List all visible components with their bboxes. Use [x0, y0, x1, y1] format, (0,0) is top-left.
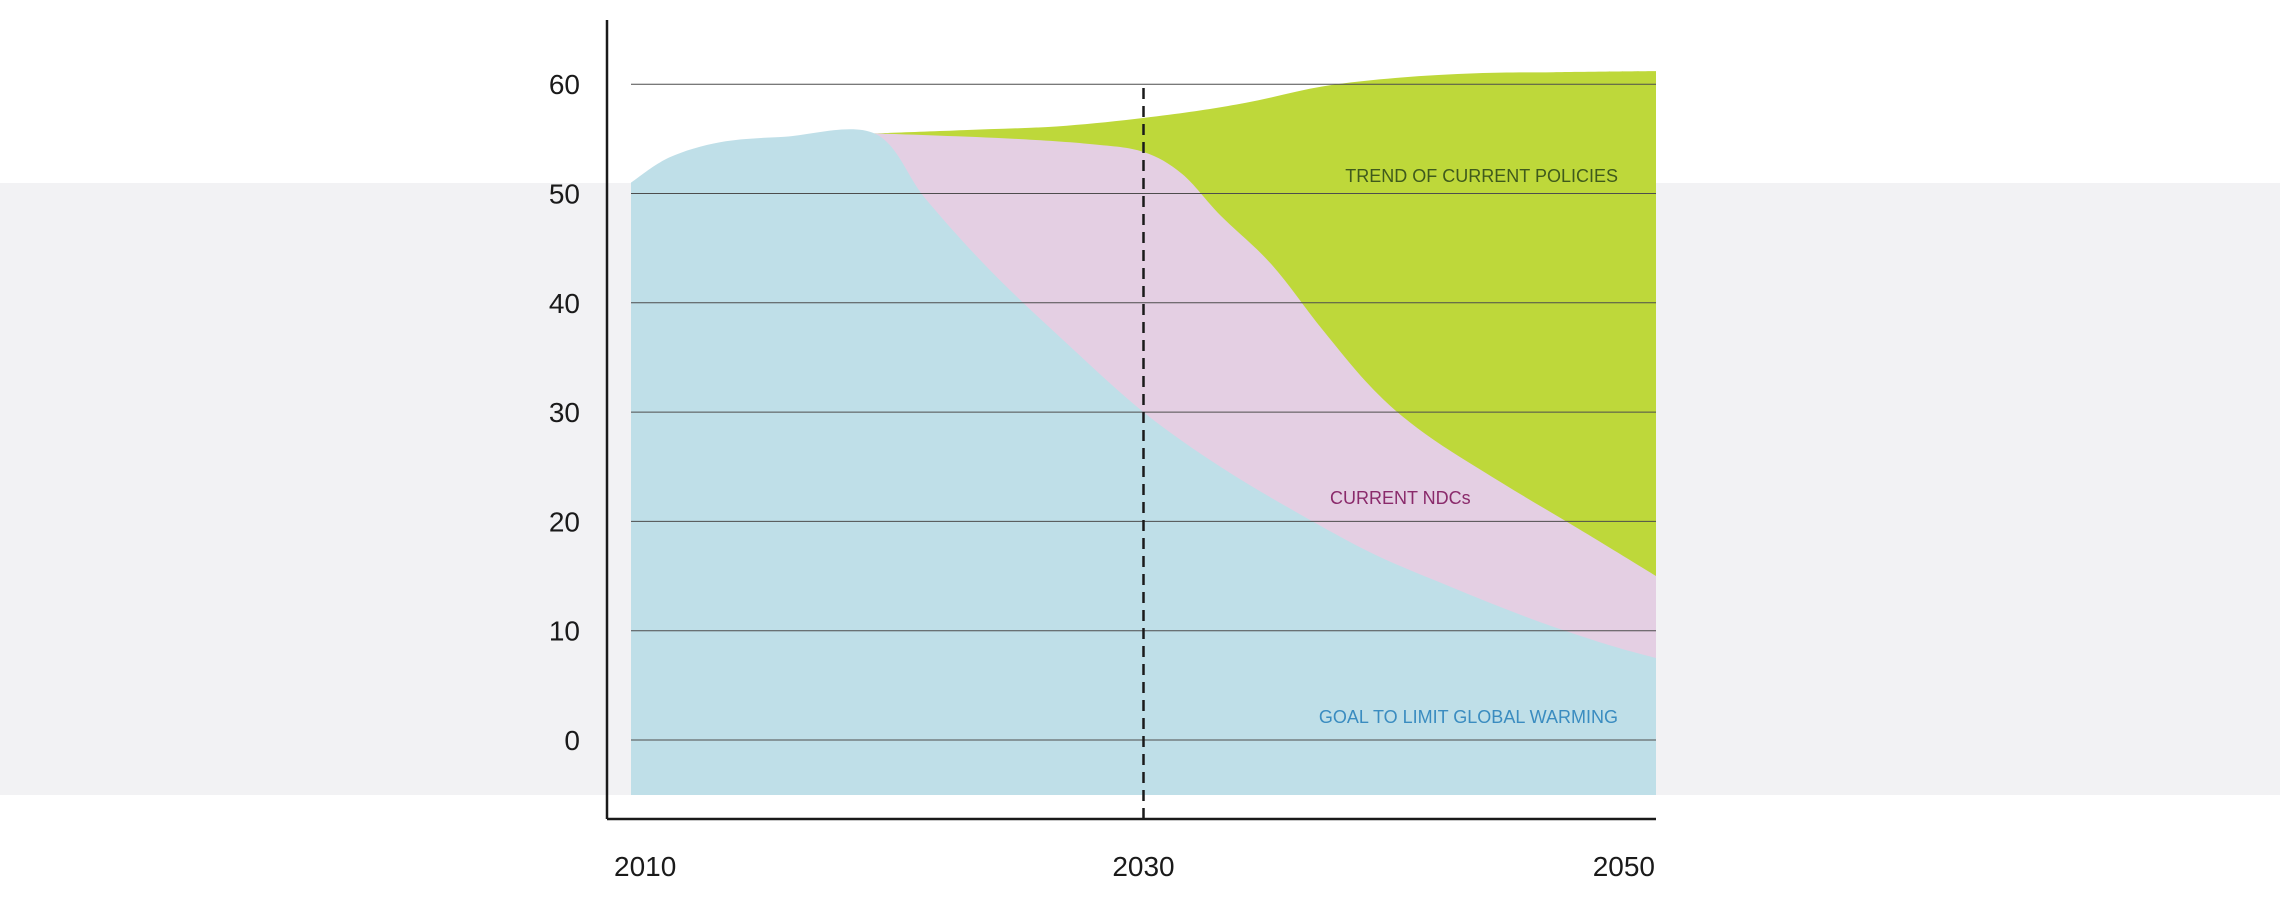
label-goal-global-warming: GOAL TO LIMIT GLOBAL WARMING	[1319, 707, 1618, 727]
y-tick-label: 20	[549, 506, 580, 537]
label-current-ndcs: CURRENT NDCs	[1330, 488, 1471, 508]
area-goal-global-warming	[631, 129, 1656, 795]
y-tick-label: 40	[549, 288, 580, 319]
y-tick-label: 60	[549, 69, 580, 100]
label-current-policies: TREND OF CURRENT POLICIES	[1345, 166, 1618, 186]
axes	[605, 20, 1656, 821]
x-tick-label: 2010	[614, 851, 676, 882]
y-tick-label: 10	[549, 616, 580, 647]
y-tick-label: 30	[549, 397, 580, 428]
x-tick-label: 2050	[1593, 851, 1655, 882]
y-tick-label: 0	[564, 725, 580, 756]
area-layer	[631, 71, 1656, 796]
x-tick-label: 2030	[1112, 851, 1174, 882]
y-tick-label: 50	[549, 179, 580, 210]
series-annotations: TREND OF CURRENT POLICIES CURRENT NDCs GOA…	[1319, 166, 1618, 727]
